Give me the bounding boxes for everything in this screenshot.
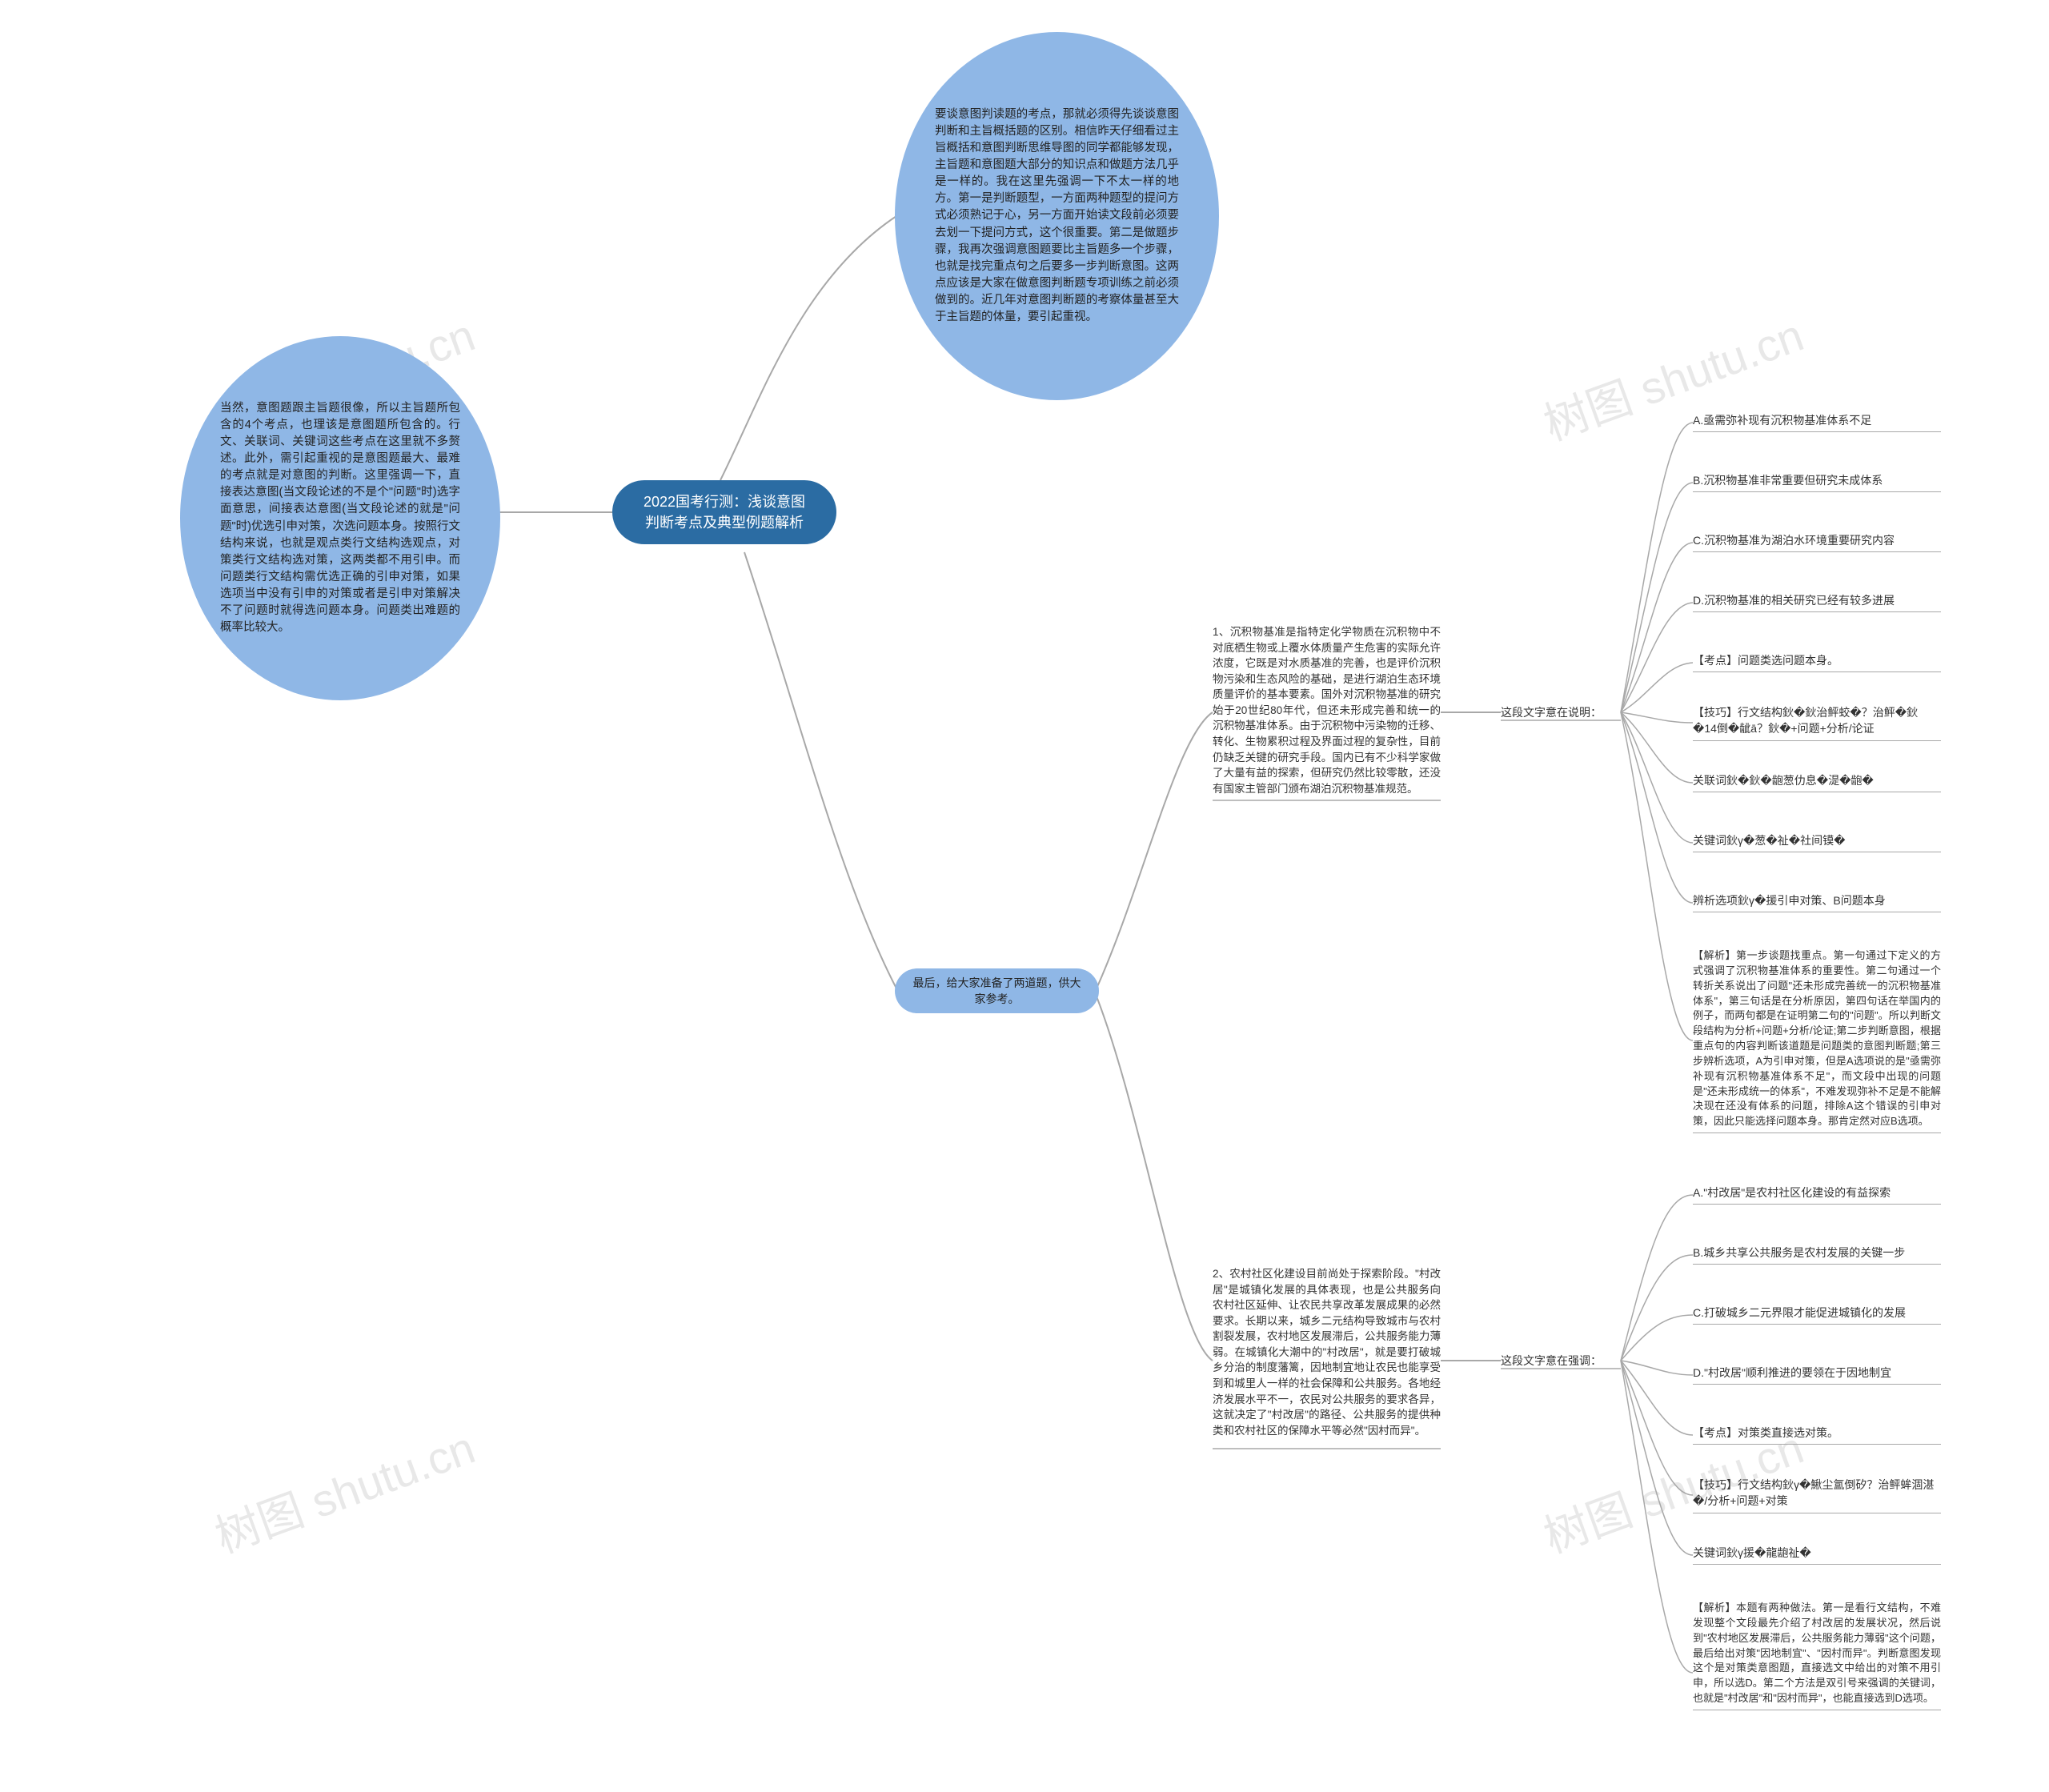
q2-prompt: 这段文字意在强调：	[1501, 1353, 1621, 1369]
q2-jq: 【技巧】行文结构鈥γ�鰍尘氲倒矽？治鲆蛑涸湛�/分析+问题+对策	[1693, 1477, 1941, 1513]
top-branch-text: 要谈意图判读题的考点，那就必须得先谈谈意图判断和主旨概括题的区别。相信昨天仔细看…	[935, 106, 1179, 325]
q2-kd: 【考点】对策类直接选对策。	[1693, 1425, 1941, 1445]
q1-jx: 【解析】第一步谈题找重点。第一句通过下定义的方式强调了沉积物基准体系的重要性。第…	[1693, 948, 1941, 1133]
q2-option-b: B.城乡共享公共服务是农村发展的关键一步	[1693, 1245, 1941, 1265]
q1-gj: 关键词鈥γ�葱�祉�社间镆�	[1693, 832, 1941, 852]
q1-option-d: D.沉积物基准的相关研究已经有较多进展	[1693, 592, 1941, 612]
left-branch: 当然，意图题跟主旨题很像，所以主旨题所包含的4个考点，也理该是意图题所包含的。行…	[180, 336, 500, 700]
q1-option-b: B.沉积物基准非常重要但研究未成体系	[1693, 472, 1941, 492]
left-branch-text: 当然，意图题跟主旨题很像，所以主旨题所包含的4个考点，也理该是意图题所包含的。行…	[220, 400, 460, 635]
q1-bx: 辨析选项鈥γ�援引申对策、B问题本身	[1693, 892, 1941, 912]
q1-option-a: A.亟需弥补现有沉积物基准体系不足	[1693, 412, 1941, 432]
bottom-branch: 最后，给大家准备了两道题，供大 家参考。	[895, 968, 1099, 1013]
q1-prompt-text: 这段文字意在说明：	[1501, 706, 1602, 719]
q1-prompt: 这段文字意在说明：	[1501, 704, 1621, 720]
q1-kd: 【考点】问题类选问题本身。	[1693, 652, 1941, 672]
q2-prompt-text: 这段文字意在强调：	[1501, 1354, 1602, 1367]
top-branch: 要谈意图判读题的考点，那就必须得先谈谈意图判断和主旨概括题的区别。相信昨天仔细看…	[895, 32, 1219, 400]
q1-option-c: C.沉积物基准为湖泊水环境重要研究内容	[1693, 532, 1941, 552]
q2-option-a: A."村改居"是农村社区化建设的有益探索	[1693, 1185, 1941, 1205]
root-text: 2022国考行测：浅谈意图 判断考点及典型例题解析	[644, 491, 805, 533]
q2-option-d: D."村改居"顺利推进的要领在于因地制宜	[1693, 1365, 1941, 1385]
q1-stem: 1、沉积物基准是指特定化学物质在沉积物中不对底栖生物或上覆水体质量产生危害的实际…	[1213, 624, 1441, 796]
q1-jq: 【技巧】行文结构鈥�鈥治鲆蛟�？治鲆�鈥�14倒�龇ā？鈥�+问题+分析/论证	[1693, 704, 1941, 741]
q2-stem: 2、农村社区化建设目前尚处于探索阶段。"村改居"是城镇化发展的具体表现，也是公共…	[1213, 1266, 1441, 1438]
watermark: 树图 shutu.cn	[205, 1412, 483, 1565]
root-node: 2022国考行测：浅谈意图 判断考点及典型例题解析	[612, 480, 836, 544]
q2-gj: 关键词鈥γ援�龍龅祉�	[1693, 1545, 1941, 1565]
bottom-branch-text: 最后，给大家准备了两道题，供大 家参考。	[913, 975, 1081, 1008]
q1-gl: 关联词鈥�鈥�龅葱仂息�湜�龅�	[1693, 772, 1941, 792]
q2-jx: 【解析】本题有两种做法。第一是看行文结构，不难发现整个文段最先介绍了村改居的发展…	[1693, 1601, 1941, 1710]
q2-option-c: C.打破城乡二元界限才能促进城镇化的发展	[1693, 1305, 1941, 1325]
q2-stem-text: 2、农村社区化建设目前尚处于探索阶段。"村改居"是城镇化发展的具体表现，也是公共…	[1213, 1268, 1441, 1437]
q1-stem-text: 1、沉积物基准是指特定化学物质在沉积物中不对底栖生物或上覆水体质量产生危害的实际…	[1213, 626, 1441, 795]
